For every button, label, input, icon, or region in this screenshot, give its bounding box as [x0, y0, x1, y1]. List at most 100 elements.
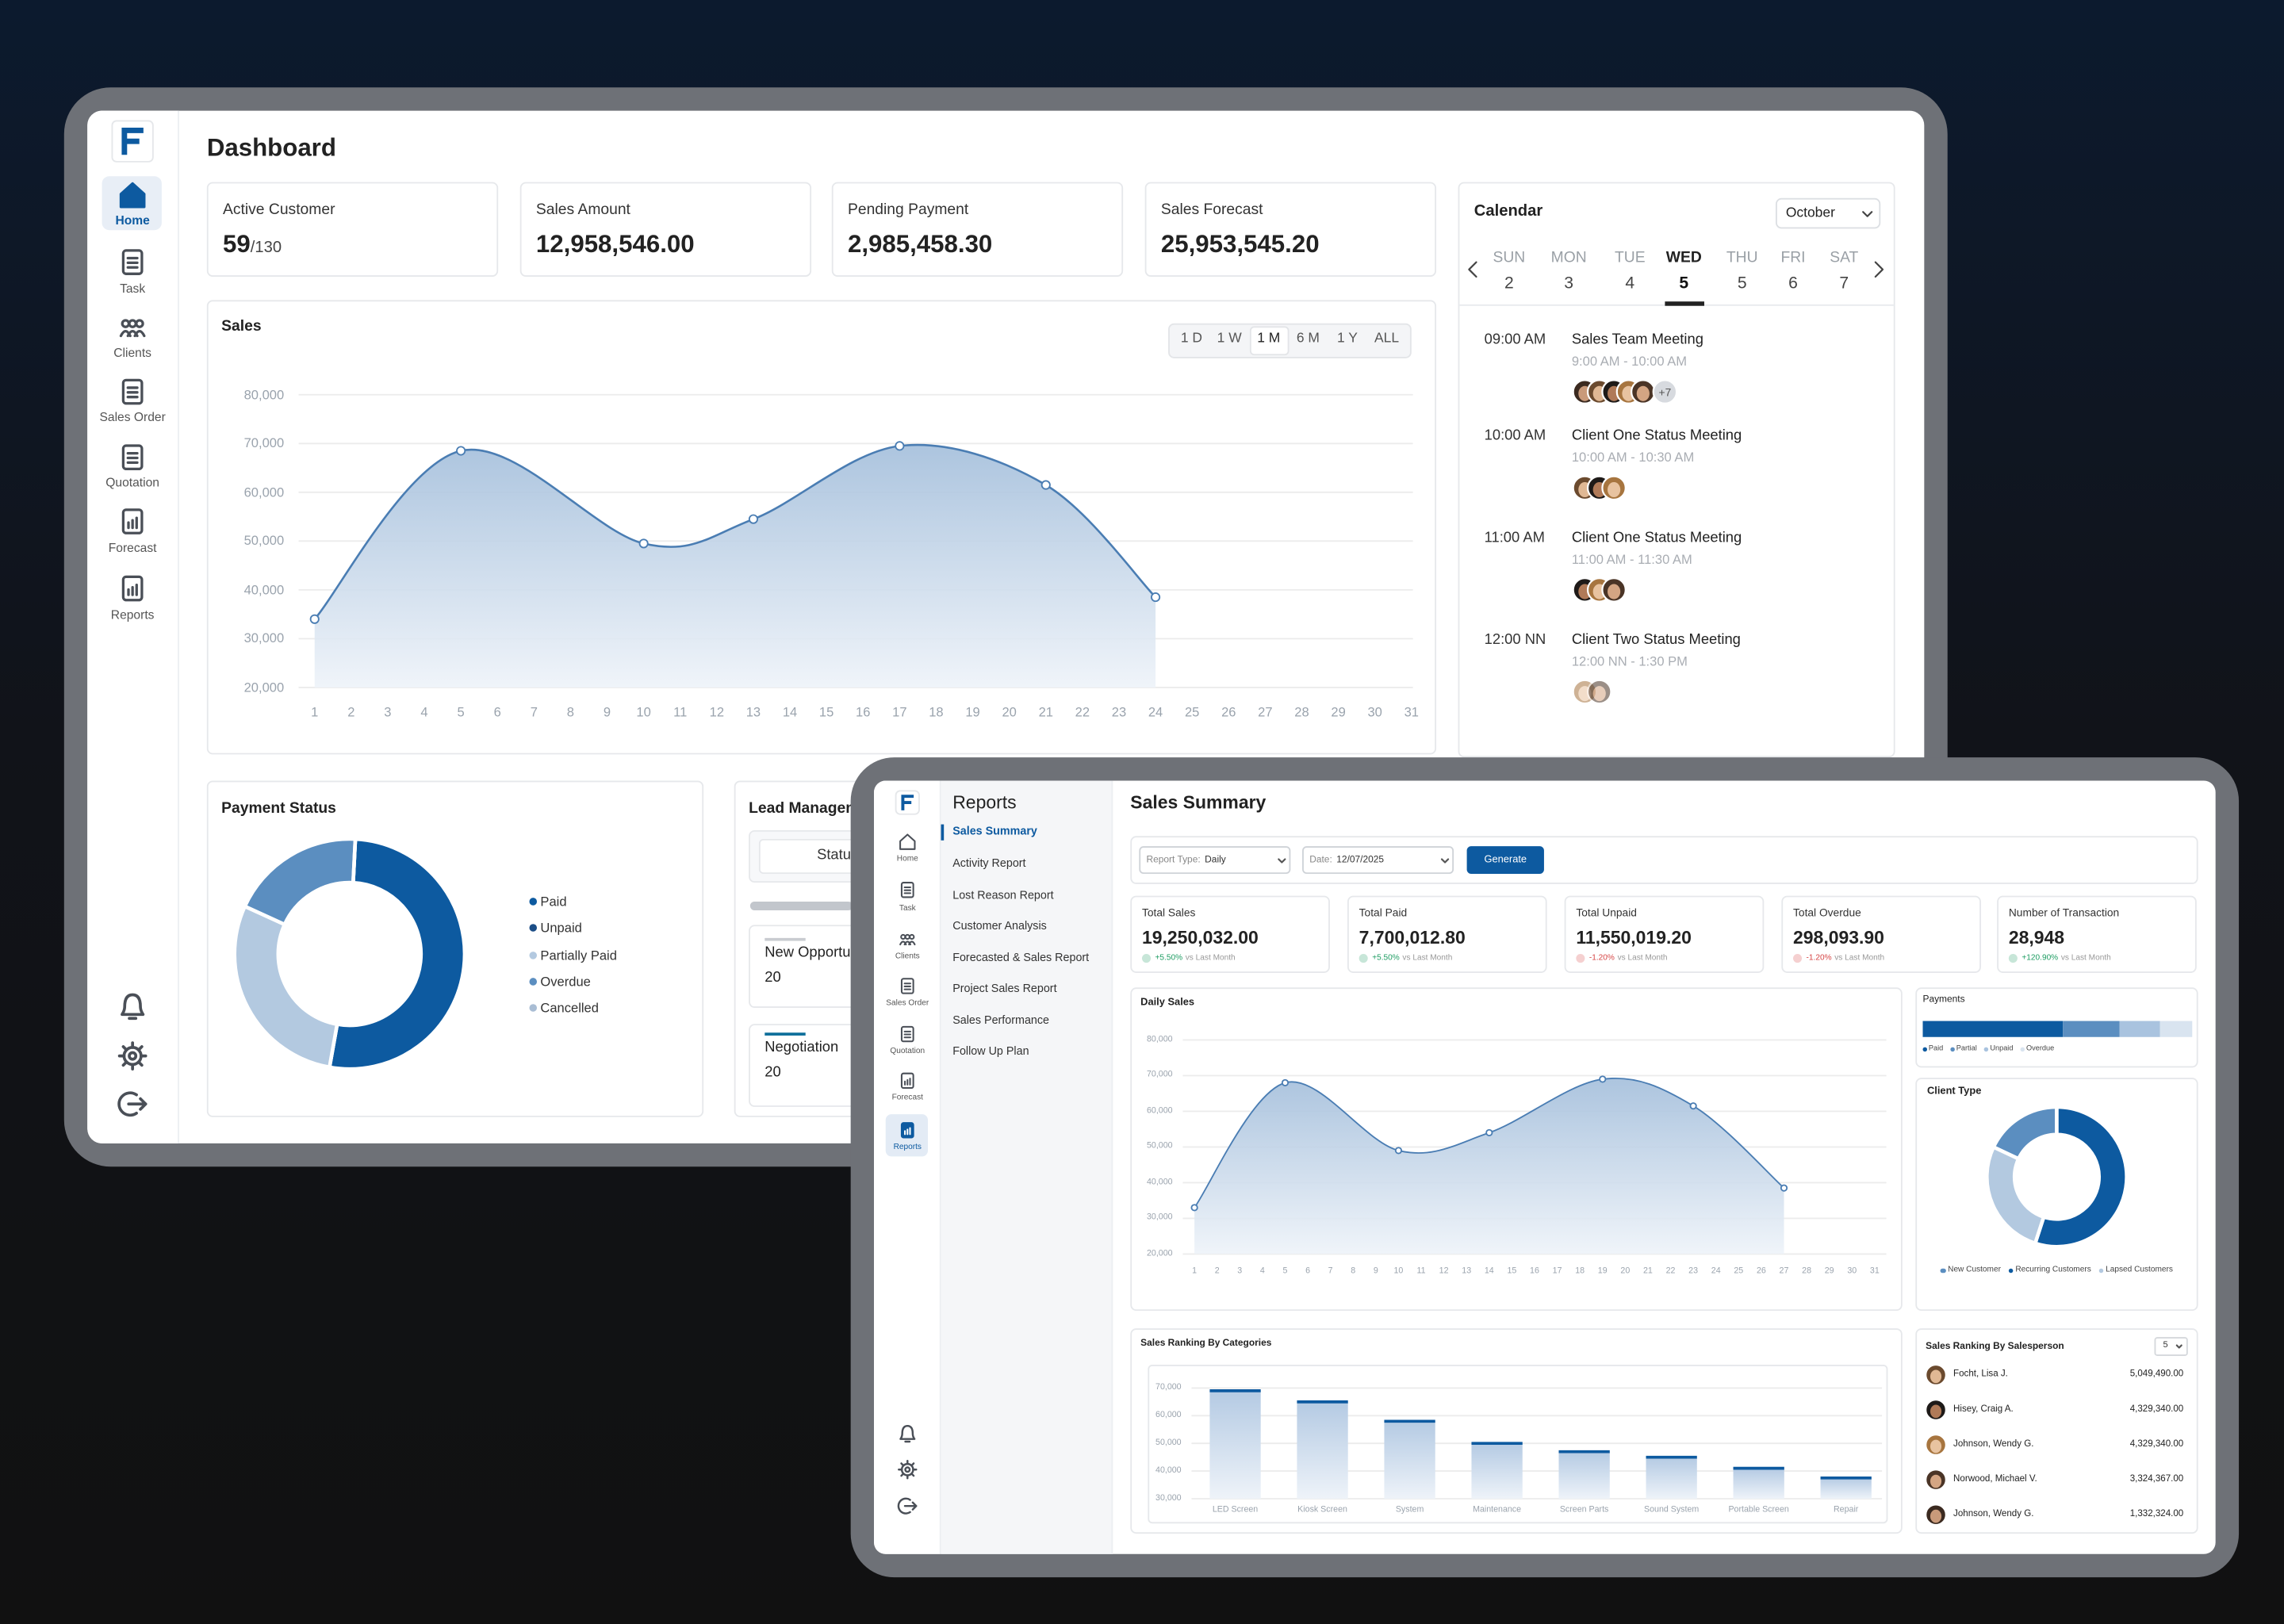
day-name[interactable]: TUE: [1615, 248, 1646, 266]
nav-label[interactable]: Home: [115, 212, 150, 228]
nav-label[interactable]: Task: [120, 281, 146, 296]
range-group: [1168, 323, 1412, 358]
legend-label: Cancelled: [540, 1000, 599, 1015]
range-button[interactable]: ALL: [1374, 331, 1400, 347]
x-tick-label: 11: [1416, 1266, 1426, 1276]
x-tick-label: 28: [1802, 1266, 1812, 1276]
nav-label[interactable]: Forecast: [108, 540, 157, 555]
nav-label[interactable]: Clients: [113, 345, 151, 360]
day-date[interactable]: 4: [1625, 275, 1635, 293]
nav-label[interactable]: Sales Order: [886, 998, 929, 1008]
nav-label[interactable]: Reports: [893, 1143, 922, 1152]
nav-label[interactable]: Forecast: [891, 1093, 923, 1102]
y-tick-label: 30,000: [243, 630, 285, 645]
menu-active-bar: [941, 824, 945, 841]
x-tick-label: 28: [1294, 704, 1309, 719]
nav-label[interactable]: Sales Order: [99, 408, 166, 424]
nav-label[interactable]: Quotation: [890, 1047, 925, 1056]
range-button[interactable]: 1 Y: [1337, 331, 1358, 347]
day-date[interactable]: 6: [1788, 275, 1798, 293]
card-title: Calendar: [1473, 203, 1543, 221]
day-date[interactable]: 2: [1504, 275, 1514, 293]
legend-label: Paid: [540, 894, 567, 909]
y-tick-label: 60,000: [1155, 1410, 1182, 1419]
day-date[interactable]: 7: [1839, 275, 1849, 293]
day-name[interactable]: WED: [1665, 248, 1702, 266]
day-name[interactable]: SAT: [1830, 248, 1859, 266]
menu-item[interactable]: Follow Up Plan: [952, 1044, 1029, 1059]
menu-item[interactable]: Lost Reason Report: [952, 888, 1054, 902]
menu-item[interactable]: Sales Summary: [952, 825, 1037, 838]
x-tick-label: 17: [1552, 1266, 1562, 1276]
range-button[interactable]: 6 M: [1296, 331, 1320, 347]
x-tick-label: 4: [420, 704, 428, 719]
y-tick-label: 30,000: [1146, 1213, 1173, 1223]
nav-label[interactable]: Home: [896, 854, 918, 864]
select[interactable]: [1139, 846, 1291, 875]
status-label[interactable]: Status: [817, 847, 859, 864]
change-note: vs Last Month: [1617, 953, 1668, 963]
x-tick-label: 9: [1373, 1266, 1378, 1276]
kpi-label: Sales Forecast: [1160, 200, 1263, 218]
legend: New Customer Recurring Customers Lapsed Cu…: [1933, 1266, 2180, 1276]
card-title: Sales Ranking By Salesperson: [1926, 1341, 2064, 1352]
menu-item[interactable]: Sales Performance: [952, 1013, 1050, 1028]
day-name[interactable]: MON: [1550, 248, 1587, 266]
x-tick-label: 21: [1643, 1266, 1653, 1276]
menu-item[interactable]: Forecasted & Sales Report: [952, 951, 1090, 965]
x-tick-label: 25: [1184, 704, 1200, 719]
event-time: 11:00 AM: [1484, 530, 1545, 546]
filter-bar: [1130, 836, 2198, 884]
card-title: Daily Sales: [1140, 997, 1195, 1008]
kpi-label: Pending Payment: [847, 200, 969, 218]
legend-item: Lapsed Customers: [2098, 1266, 2173, 1276]
day-name[interactable]: FRI: [1780, 248, 1806, 266]
menu-item[interactable]: Activity Report: [952, 856, 1026, 871]
range-button[interactable]: 1 W: [1217, 331, 1242, 347]
limit-select[interactable]: [2154, 1337, 2188, 1357]
day-date[interactable]: 5: [1679, 275, 1689, 293]
event-title: Client Two Status Meeting: [1571, 632, 1741, 649]
range-button[interactable]: 1 M: [1257, 331, 1281, 347]
day-date[interactable]: 3: [1564, 275, 1574, 293]
legend-label: Overdue: [540, 974, 591, 989]
day-name[interactable]: SUN: [1493, 248, 1526, 266]
x-tick-label: 5: [457, 704, 465, 719]
month-select[interactable]: [1775, 197, 1881, 229]
salesperson-amount: 4,329,340.00: [2129, 1439, 2184, 1450]
salesperson-ranking-card: [1915, 1328, 2198, 1534]
nav-label[interactable]: Quotation: [105, 474, 160, 489]
event-title: Client One Status Meeting: [1571, 530, 1742, 546]
y-tick-label: 20,000: [243, 680, 285, 695]
day-date[interactable]: 5: [1737, 275, 1747, 293]
select[interactable]: [1302, 846, 1454, 875]
legend-item: Partial: [1950, 1044, 1977, 1053]
nav-label[interactable]: Task: [899, 904, 916, 914]
y-tick-label: 50,000: [1146, 1142, 1173, 1151]
stage-name: Negotiation: [765, 1040, 839, 1056]
change-value: +5.50%: [1372, 953, 1400, 963]
legend-dot: [1984, 1046, 1989, 1051]
kpi-card: [1144, 182, 1437, 277]
kpi-value: 19,250,032.00: [1142, 927, 1259, 948]
kpi-suffix: /130: [250, 238, 282, 256]
generate-label[interactable]: Generate: [1484, 854, 1527, 865]
range-button[interactable]: 1 D: [1180, 331, 1203, 347]
daily-sales-card: [1130, 987, 1903, 1312]
generate-button[interactable]: [1466, 846, 1544, 875]
day-underline: [1665, 301, 1704, 306]
day-name[interactable]: THU: [1726, 248, 1758, 266]
x-tick-label: 5: [1282, 1266, 1288, 1276]
x-tick-label: 11: [673, 704, 688, 719]
event-time: 10:00 AM: [1484, 428, 1546, 445]
menu-item[interactable]: Project Sales Report: [952, 982, 1057, 996]
nav-label[interactable]: Clients: [895, 952, 920, 961]
x-tick-label: 1: [1192, 1266, 1198, 1276]
nav-label[interactable]: Reports: [110, 607, 155, 622]
menu-item[interactable]: Customer Analysis: [952, 919, 1047, 933]
page-title: Sales Summary: [1130, 791, 1267, 812]
y-tick-label: 40,000: [243, 581, 285, 597]
kpi-label: Active Customer: [223, 200, 335, 218]
salesperson-amount: 3,324,367.00: [2129, 1474, 2184, 1485]
x-tick-label: System: [1395, 1505, 1424, 1515]
